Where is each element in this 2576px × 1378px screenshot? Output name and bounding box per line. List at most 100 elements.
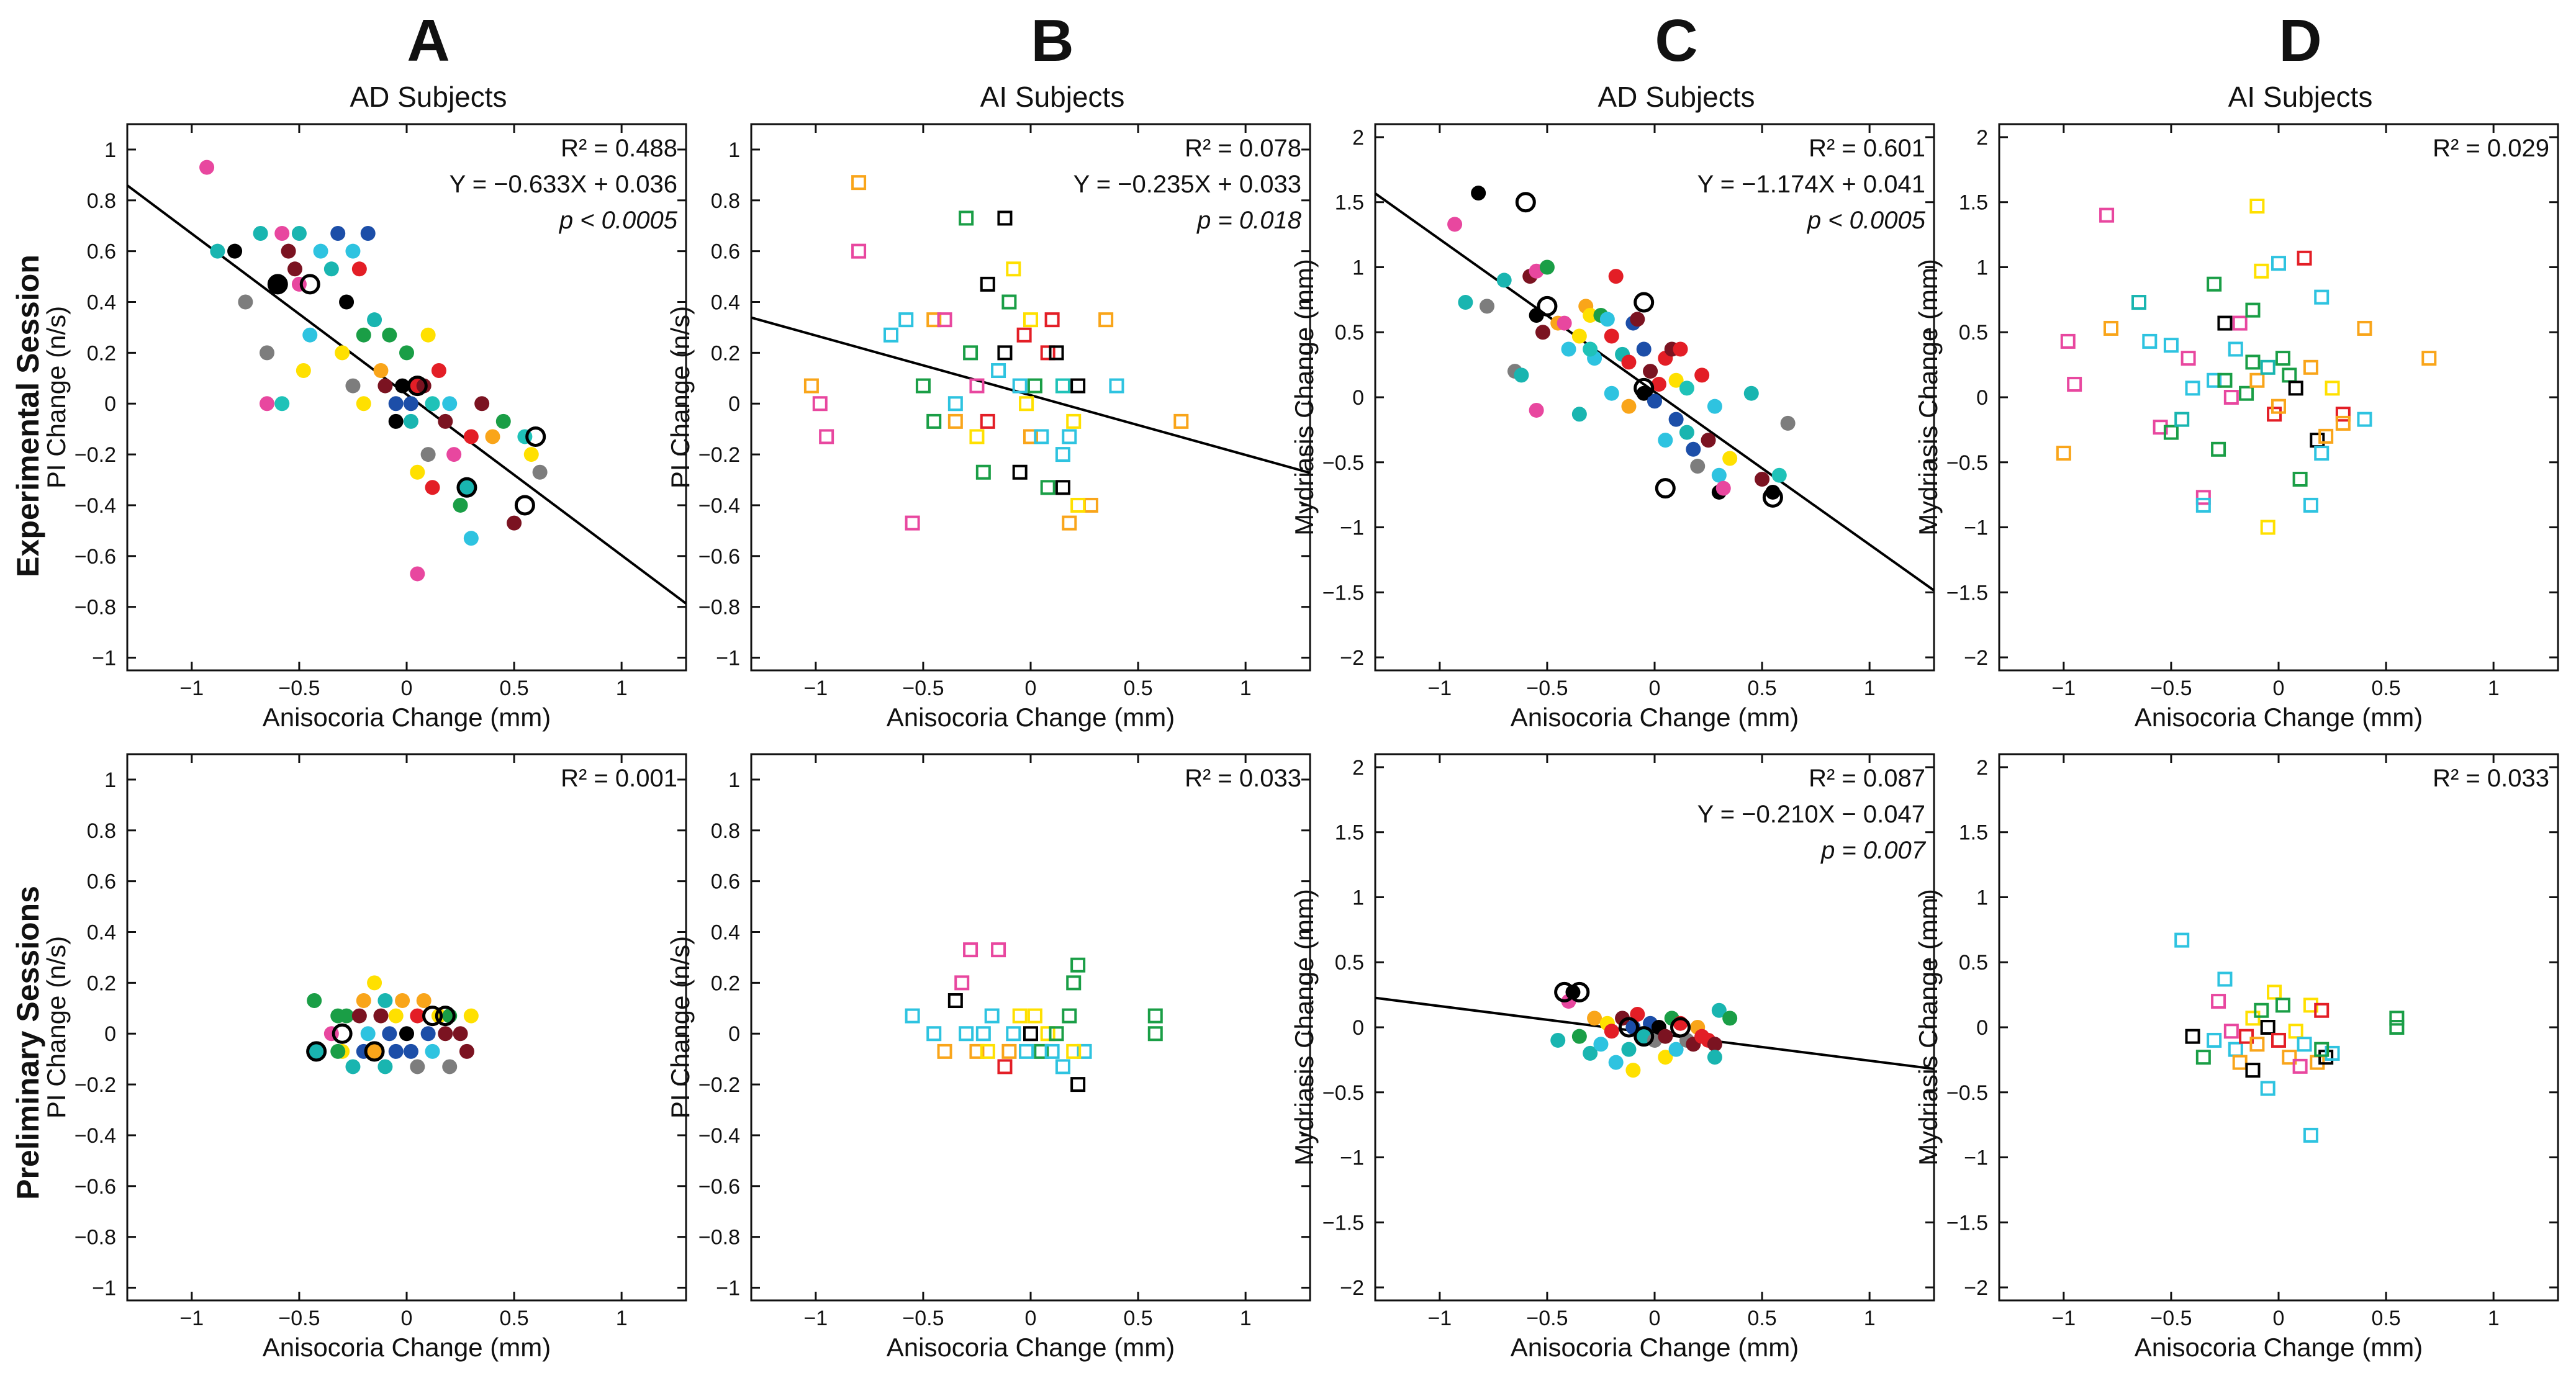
stat-annotation: p = 0.018	[1196, 207, 1302, 234]
y-tick-label: −0.4	[75, 1124, 116, 1148]
data-point	[339, 1008, 355, 1024]
y-axis-title: Mydriasis Change (mm)	[1290, 889, 1319, 1166]
data-point	[991, 363, 1006, 379]
y-tick-label: 2	[1976, 756, 1988, 780]
data-point	[253, 226, 268, 241]
data-point	[425, 396, 440, 412]
data-point	[2245, 1063, 2261, 1078]
open-data-point	[1537, 295, 1558, 317]
data-point	[1062, 515, 1077, 531]
data-point	[1658, 433, 1673, 448]
data-point	[420, 447, 436, 462]
data-point	[905, 1008, 920, 1024]
plot-frame	[1998, 753, 2559, 1302]
data-point	[388, 413, 404, 429]
data-point	[2163, 338, 2179, 353]
stat-annotation: R² = 0.033	[1185, 765, 1301, 792]
y-tick-label: −2	[1964, 646, 1988, 670]
data-point	[2228, 1042, 2243, 1057]
y-axis-title: Mydriasis Change (mm)	[1914, 259, 1943, 536]
data-point	[2314, 1042, 2330, 1057]
y-tick-label: −2	[1340, 1276, 1364, 1300]
data-point	[2288, 1024, 2303, 1039]
data-point	[1040, 1026, 1055, 1042]
x-tick-label: −1	[2051, 677, 2076, 700]
data-point	[323, 261, 339, 277]
y-tick-label: 0.5	[1959, 951, 1988, 975]
row-label-experimental: Experimental Session	[11, 254, 45, 577]
data-point	[1070, 378, 1086, 394]
column-letter-b: B	[1031, 7, 1073, 74]
open-data-point	[456, 477, 477, 498]
data-point	[1722, 451, 1738, 466]
y-tick-label: −0.6	[698, 1175, 740, 1199]
data-point	[382, 1026, 397, 1042]
data-point	[339, 294, 355, 310]
data-point	[2060, 333, 2076, 349]
data-point	[997, 210, 1013, 226]
data-point	[2357, 320, 2372, 336]
open-data-point	[299, 274, 320, 295]
y-tick-label: −0.5	[1946, 451, 1988, 475]
data-point	[2389, 1020, 2405, 1035]
x-tick-label: −1	[1427, 1307, 1452, 1330]
data-point	[309, 1043, 324, 1059]
open-data-point	[1634, 1026, 1655, 1047]
x-tick-label: 0.5	[1123, 677, 1152, 700]
data-point	[291, 226, 307, 241]
data-point	[377, 378, 393, 394]
data-point	[1514, 367, 1529, 383]
y-tick-label: 0	[1976, 386, 1988, 410]
data-point	[281, 243, 296, 259]
data-point	[1023, 1026, 1038, 1042]
stat-annotation: Y = −0.235X + 0.033	[1073, 171, 1301, 198]
open-data-point	[435, 1006, 456, 1027]
y-tick-label: 0.8	[711, 819, 740, 843]
data-point	[296, 363, 311, 379]
data-point	[1755, 472, 1770, 487]
x-tick-label: −0.5	[2150, 677, 2192, 700]
data-point	[1599, 312, 1615, 327]
data-point	[1496, 272, 1512, 288]
y-tick-label: 1	[104, 138, 116, 162]
column-subtitle-d: AI Subjects	[2228, 81, 2373, 113]
data-point	[425, 480, 440, 495]
data-point	[1006, 261, 1021, 277]
y-tick-label: −1.5	[1322, 1211, 1364, 1235]
data-point	[442, 396, 458, 412]
panel-C2: −1 −0.5 0 0.5 1 −2 −1.5 −1 −0.5 0 0.5 1 1.5 2 Anisocor…	[1290, 753, 1935, 1362]
data-point	[2292, 1058, 2308, 1074]
x-tick-label: −0.5	[1526, 677, 1568, 700]
data-point	[399, 345, 414, 361]
data-point	[1070, 1077, 1086, 1092]
data-point	[1583, 308, 1598, 323]
x-tick-label: −1	[179, 677, 204, 700]
data-point	[403, 413, 418, 429]
y-axis-title: Mydriasis Change (mm)	[1290, 259, 1319, 536]
y-tick-label: 0.6	[87, 240, 116, 264]
open-data-point	[1569, 981, 1590, 1002]
data-point	[227, 243, 243, 259]
y-tick-label: −0.5	[1322, 451, 1364, 475]
x-axis-title: Anisocoria Change (mm)	[263, 1333, 551, 1362]
y-tick-label: 1	[1352, 256, 1364, 279]
column-subtitle-a: AD Subjects	[350, 81, 507, 113]
data-point	[1668, 412, 1684, 427]
data-point	[360, 1026, 376, 1042]
data-point	[1006, 1026, 1021, 1042]
data-point	[438, 413, 453, 429]
y-tick-label: 1.5	[1335, 191, 1364, 215]
data-point	[2303, 497, 2318, 513]
y-tick-label: −1	[92, 1277, 116, 1300]
data-point	[345, 243, 361, 259]
stat-annotation: R² = 0.029	[2433, 135, 2549, 162]
column-letter-a: A	[407, 7, 450, 74]
data-point	[1055, 378, 1070, 394]
stat-annotation: Y = −0.633X + 0.036	[450, 171, 677, 198]
y-axis-title: PI Change (n/s)	[42, 936, 71, 1119]
data-point	[980, 276, 995, 292]
data-point	[1604, 385, 1619, 401]
panel-B1: −1 −0.5 0 0.5 1 −1 −0.8 −0.6 −0.4 −0.2 0 0.2 0.4 0.6 0…	[666, 123, 1311, 732]
y-tick-label: 1	[1976, 256, 1988, 279]
data-point	[1550, 1032, 1566, 1048]
